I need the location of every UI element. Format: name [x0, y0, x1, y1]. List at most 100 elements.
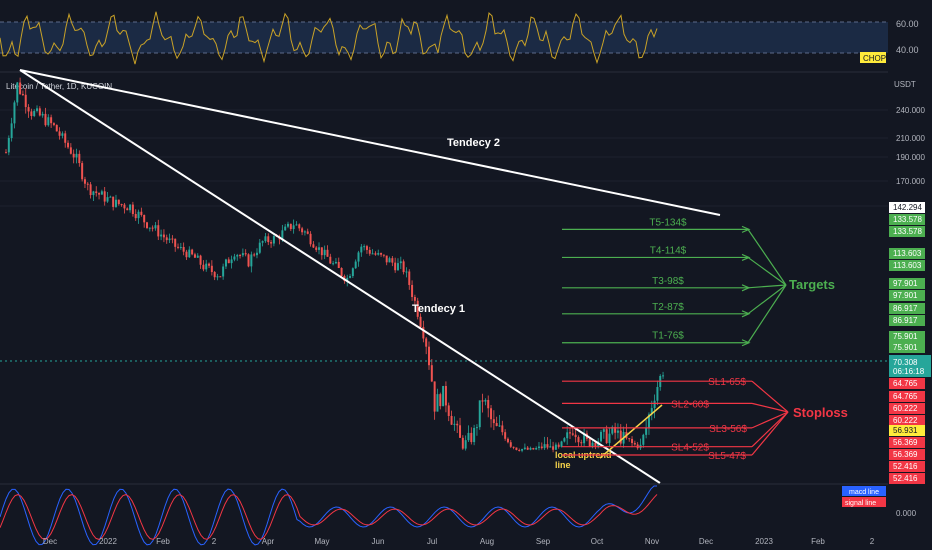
candle-body — [30, 111, 33, 117]
stoploss-arrow — [751, 402, 789, 413]
time-axis[interactable]: Dec 2022 Feb 2 Apr May Jun Jul Aug Sep Oct Nov Dec 20… — [43, 537, 875, 546]
candle-body — [523, 447, 526, 449]
price-tag-value: 86.917 — [893, 304, 918, 313]
candle-body — [487, 399, 490, 409]
target-arrowhead — [741, 225, 751, 233]
candle-body — [131, 204, 134, 214]
candle-body — [72, 153, 75, 158]
price-tag-value: 75.901 — [893, 343, 918, 352]
candle-body — [349, 276, 352, 278]
candle-body — [351, 268, 354, 277]
time-axis-label: 2 — [212, 537, 217, 546]
price-tag-value: 60.222 — [893, 404, 918, 413]
candle-body — [631, 438, 634, 444]
price-tag-value: 56.931 — [893, 426, 918, 435]
target-arrowhead — [741, 284, 751, 292]
candle-body — [360, 246, 363, 253]
targets-label: Targets — [789, 277, 835, 292]
stoploss-label: SL3-56$ — [709, 424, 747, 435]
candle-body — [185, 251, 188, 258]
candle-body — [117, 199, 120, 205]
signal-legend-label: signal line — [845, 500, 876, 507]
candle-body — [388, 258, 391, 263]
macd-pane[interactable]: macd line signal line 0.000 — [0, 485, 917, 546]
price-tag-value: 64.765 — [893, 392, 918, 401]
candle-body — [543, 444, 546, 449]
candle-body — [554, 444, 557, 450]
candle-body — [374, 253, 377, 255]
candle-body — [385, 255, 388, 263]
candle-body — [549, 446, 552, 448]
candle-body — [577, 437, 580, 443]
candle-body — [309, 233, 312, 245]
candle-body — [580, 442, 583, 444]
candle-body — [224, 259, 227, 267]
candle-body — [506, 438, 509, 443]
candle-body — [656, 386, 659, 401]
price-pane[interactable]: Litecoin / Tether, 1D, KUCOIN USDT 240.0… — [0, 69, 931, 484]
time-axis-label: Jun — [372, 537, 385, 546]
candle-body — [216, 276, 219, 278]
candle-body — [292, 225, 295, 230]
time-axis-label: Dec — [699, 537, 713, 546]
candle-body — [160, 234, 163, 237]
candle-body — [86, 183, 89, 185]
current-price-countdown: 06:16:18 — [893, 367, 925, 376]
candle-body — [171, 238, 174, 240]
candle-body — [16, 82, 19, 103]
current-price-value: 70.308 — [893, 358, 918, 367]
candle-body — [363, 246, 366, 248]
candle-body — [134, 213, 137, 219]
time-axis-label: Oct — [591, 537, 604, 546]
candle-body — [540, 446, 543, 449]
time-axis-label: Sep — [536, 537, 551, 546]
candle-body — [244, 253, 247, 255]
price-tag-box — [889, 378, 925, 389]
candle-body — [168, 238, 171, 241]
target-arrow — [747, 284, 787, 315]
candle-body — [146, 222, 148, 229]
price-tag-box — [889, 290, 925, 301]
price-tag-value: 64.765 — [893, 379, 918, 388]
price-tag-box — [889, 437, 925, 448]
candle-body — [537, 446, 540, 448]
price-axis-tick: 190.000 — [896, 153, 925, 162]
price-tag-box — [889, 260, 925, 271]
price-tag-value: 60.222 — [893, 416, 918, 425]
candle-body — [442, 386, 445, 407]
price-tag-box — [889, 202, 925, 213]
price-tag-value: 113.603 — [893, 249, 922, 258]
candle-body — [83, 179, 86, 184]
candle-body — [380, 253, 383, 255]
candle-body — [196, 255, 199, 258]
candle-body — [439, 394, 442, 407]
target-arrow — [747, 284, 787, 344]
candle-body — [515, 447, 518, 450]
candle-body — [78, 153, 81, 164]
chop-pane[interactable]: 60.00 40.00 CHOP — [0, 11, 919, 65]
candle-body — [255, 252, 258, 256]
candle-body — [298, 224, 301, 229]
candle-body — [241, 253, 244, 256]
price-tag-value: 75.901 — [893, 332, 918, 341]
time-axis-label: 2 — [870, 537, 875, 546]
candle-body — [518, 449, 521, 451]
candle-body — [411, 284, 414, 297]
macd-legend-label: macd line — [849, 489, 879, 496]
candle-body — [526, 447, 529, 450]
candle-body — [447, 405, 450, 416]
stoploss-arrow — [751, 411, 789, 429]
price-tag-box — [889, 331, 925, 342]
candle-body — [154, 225, 157, 229]
local-uptrend-line — [599, 404, 663, 459]
candle-body — [326, 249, 329, 257]
candle-body — [301, 228, 304, 233]
candle-body — [605, 429, 608, 444]
candle-body — [467, 432, 470, 441]
candle-body — [405, 271, 408, 273]
candle-body — [202, 264, 205, 270]
candle-body — [264, 236, 267, 242]
candle-body — [653, 400, 656, 409]
